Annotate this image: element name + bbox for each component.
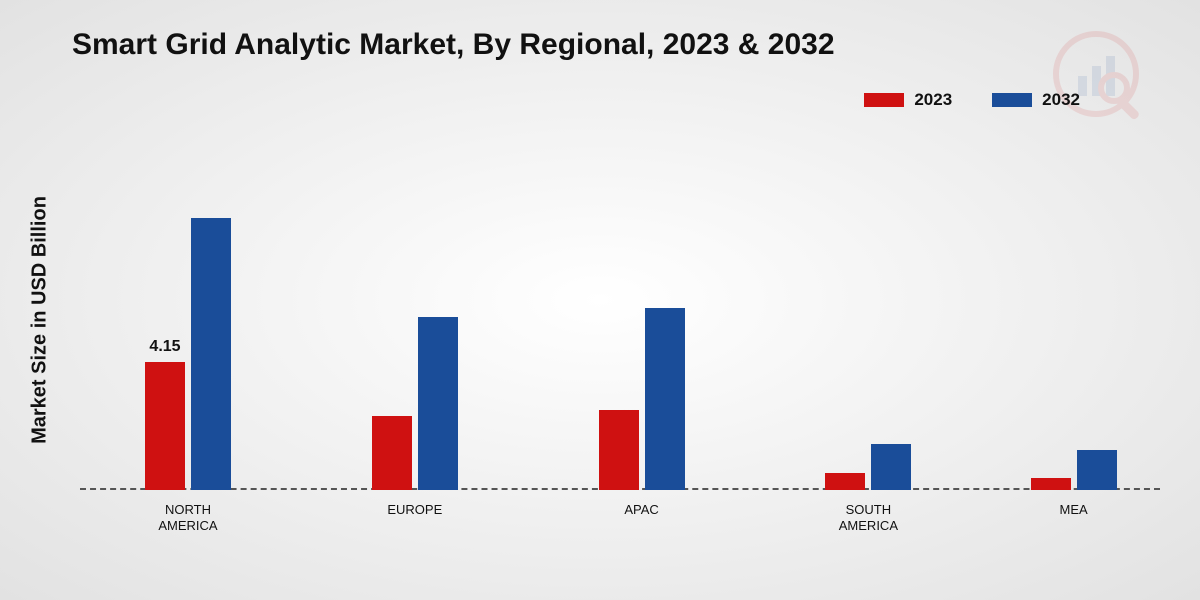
category-label: MEA (1014, 502, 1134, 518)
category-label: SOUTH AMERICA (808, 502, 928, 535)
bar (1031, 478, 1071, 490)
plot-area: 4.15 (80, 150, 1160, 490)
legend-item-2032: 2032 (992, 90, 1080, 110)
bar (645, 308, 685, 490)
y-axis-label: Market Size in USD Billion (29, 196, 52, 444)
bar (418, 317, 458, 490)
legend-label-2032: 2032 (1042, 90, 1080, 110)
bar (599, 410, 639, 490)
bar (145, 362, 185, 490)
category-label: APAC (582, 502, 702, 518)
bar-group (145, 150, 231, 490)
bar-group (599, 150, 685, 490)
legend-swatch-2032 (992, 93, 1032, 107)
category-label: NORTH AMERICA (128, 502, 248, 535)
bar-group (825, 150, 911, 490)
bar (1077, 450, 1117, 490)
category-axis: NORTH AMERICA EUROPE APAC SOUTH AMERICA MEA (80, 496, 1160, 556)
chart-container: Smart Grid Analytic Market, By Regional,… (0, 0, 1200, 600)
legend-swatch-2023 (864, 93, 904, 107)
bar-group (372, 150, 458, 490)
watermark-logo (1052, 30, 1152, 130)
bar (191, 218, 231, 490)
legend-item-2023: 2023 (864, 90, 952, 110)
category-label: EUROPE (355, 502, 475, 518)
bar-group (1031, 150, 1117, 490)
bar (372, 416, 412, 490)
legend: 2023 2032 (864, 90, 1080, 110)
data-label: 4.15 (141, 338, 189, 356)
bar (871, 444, 911, 490)
chart-title: Smart Grid Analytic Market, By Regional,… (72, 28, 835, 62)
bar (825, 473, 865, 490)
legend-label-2023: 2023 (914, 90, 952, 110)
